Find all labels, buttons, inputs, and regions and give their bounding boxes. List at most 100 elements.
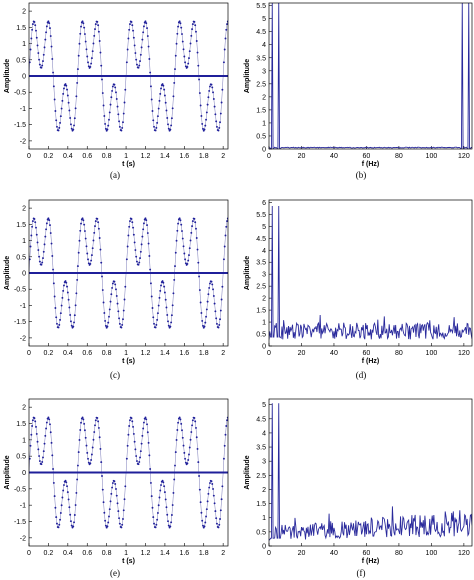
sample-point — [89, 65, 92, 68]
sample-point — [90, 259, 93, 262]
y-axis-label: Amplitude — [244, 455, 251, 489]
y-tick-label: 0 — [22, 271, 26, 278]
sample-point — [90, 57, 93, 60]
sample-point — [212, 488, 214, 490]
sample-point — [90, 453, 93, 456]
sample-point — [141, 38, 144, 41]
sample-point — [203, 325, 206, 328]
sample-point — [141, 434, 144, 437]
sample-point — [117, 310, 120, 313]
sample-point — [176, 429, 179, 431]
sample-point — [177, 25, 180, 28]
plot-area — [269, 403, 472, 541]
sample-point — [116, 302, 119, 305]
sample-point — [200, 312, 203, 314]
sample-point — [118, 517, 121, 520]
sample-point — [196, 447, 199, 450]
y-tick-label: -2 — [20, 535, 26, 542]
sample-point — [156, 115, 159, 118]
sample-point — [128, 425, 131, 427]
sample-point — [94, 419, 97, 422]
panel-caption: (e) — [110, 568, 120, 578]
sample-point — [135, 255, 138, 258]
sample-point — [94, 23, 97, 26]
sample-point — [115, 488, 117, 490]
sample-point — [204, 521, 207, 524]
sample-point — [183, 451, 186, 454]
sample-point — [226, 419, 228, 422]
y-tick-label: 2 — [262, 94, 266, 101]
sample-point — [49, 431, 52, 434]
sample-point — [75, 95, 78, 98]
sample-point — [133, 241, 136, 244]
sample-point — [117, 510, 120, 513]
x-tick-label: 120 — [458, 550, 470, 557]
sample-point — [126, 245, 129, 248]
x-tick-label: 1.2 — [141, 550, 151, 557]
x-tick-label: 0.8 — [102, 350, 112, 357]
panel-caption: (f) — [357, 568, 366, 578]
x-tick-label: 0 — [27, 550, 31, 557]
spectrum-line — [269, 403, 472, 541]
x-tick-label: 40 — [330, 153, 338, 160]
x-tick-label: 0.2 — [44, 153, 54, 160]
sample-point — [171, 107, 174, 110]
sample-point — [215, 517, 218, 520]
sample-point — [91, 50, 94, 53]
axes-frame — [28, 398, 229, 547]
sample-point — [114, 483, 117, 485]
sample-point — [149, 268, 152, 271]
sample-point — [200, 115, 203, 117]
sample-point — [75, 491, 78, 494]
x-tick-label: 60 — [363, 550, 371, 557]
sample-point — [189, 438, 192, 441]
sample-point — [220, 498, 223, 501]
x-axis-label: t (s) — [122, 358, 135, 365]
sample-point — [78, 42, 81, 45]
sample-point — [77, 451, 80, 454]
sample-point — [79, 229, 82, 232]
sample-point — [149, 71, 152, 74]
sample-point — [111, 282, 114, 285]
sample-point — [202, 324, 204, 327]
x-tick-label: 20 — [298, 350, 306, 357]
sample-point — [176, 229, 179, 232]
sample-point — [208, 482, 211, 484]
axes-frame — [28, 2, 229, 150]
sample-point — [102, 104, 105, 107]
x-tick-label: 1.8 — [199, 153, 209, 160]
sample-point — [45, 25, 48, 28]
sample-point — [122, 309, 125, 312]
sample-point — [128, 225, 131, 228]
sample-point — [100, 64, 103, 67]
sample-point — [101, 92, 104, 94]
y-tick-label: -2 — [20, 138, 26, 145]
sample-point — [97, 426, 100, 429]
sample-point — [102, 301, 105, 304]
y-tick-label: -1 — [20, 303, 26, 310]
sample-point — [109, 500, 112, 503]
sample-point — [104, 127, 107, 130]
sample-point — [50, 45, 53, 48]
x-tick-label: 0.4 — [63, 550, 73, 557]
sample-point — [85, 444, 88, 447]
sample-point — [132, 425, 135, 428]
sample-point — [128, 28, 131, 31]
sample-point — [157, 304, 160, 307]
sample-point — [223, 245, 226, 248]
x-tick-label: 100 — [426, 153, 438, 160]
sample-point — [86, 55, 89, 58]
sample-point — [224, 234, 227, 237]
sample-point — [166, 314, 169, 316]
sample-point — [194, 24, 197, 27]
sample-point — [49, 35, 52, 37]
sample-point — [69, 520, 72, 523]
sample-point — [188, 254, 190, 257]
sample-point — [133, 44, 136, 47]
x-axis-label: t (s) — [122, 161, 135, 168]
plot-area — [29, 217, 228, 329]
sample-point — [155, 323, 158, 326]
x-tick-label: 0 — [267, 550, 271, 557]
sample-point — [66, 491, 69, 494]
sample-point — [89, 462, 92, 465]
